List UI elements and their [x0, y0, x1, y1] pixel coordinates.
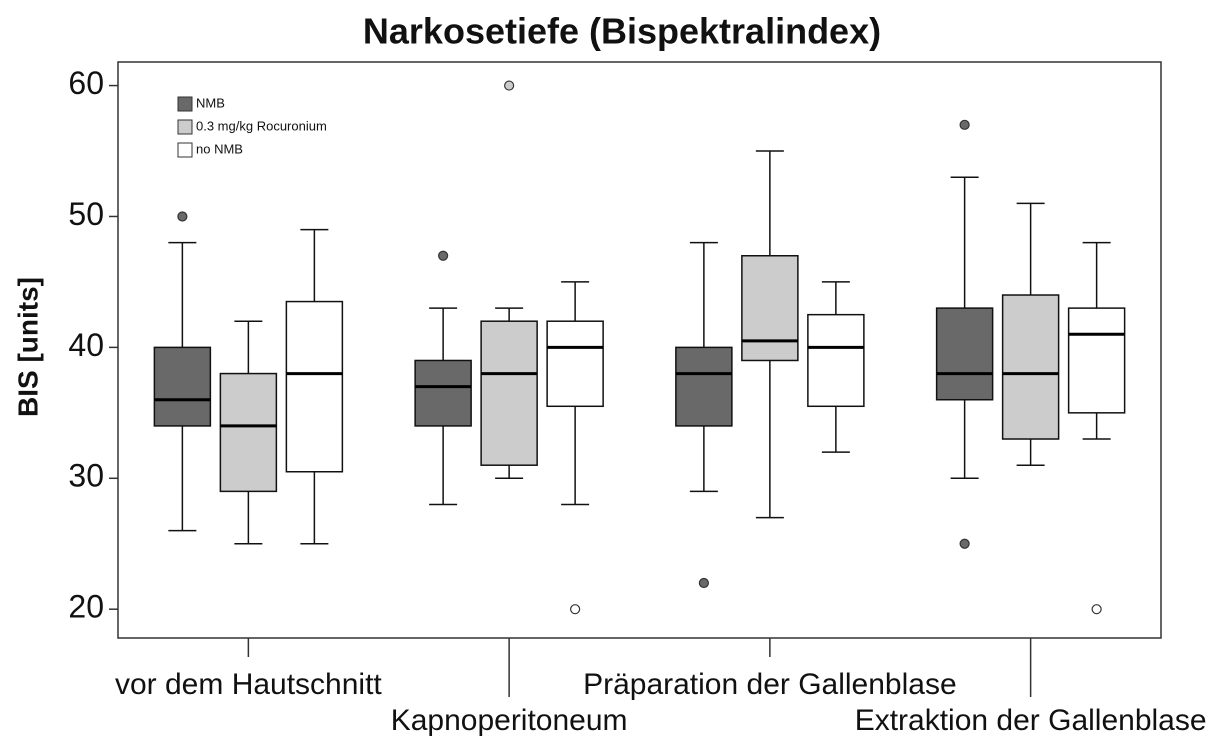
box [807, 313, 865, 408]
outlier [1091, 604, 1102, 615]
legend-label: 0.3 mg/kg Rocuronium [196, 118, 327, 133]
box [675, 346, 733, 427]
outlier [438, 250, 449, 261]
box [1067, 307, 1126, 414]
outlier [959, 538, 970, 549]
legend-label: NMB [196, 95, 225, 110]
outlier [959, 119, 970, 130]
legend-swatch [177, 119, 193, 135]
box [546, 320, 604, 408]
outlier [504, 80, 515, 91]
outlier [698, 577, 709, 589]
outlier [570, 604, 581, 615]
chart-title: Narkosetiefe (Bispektralindex) [363, 11, 881, 52]
y-tick-label: 50 [68, 196, 104, 232]
box [935, 307, 994, 401]
box [414, 359, 472, 427]
x-tick-label: vor dem Hautschnitt [115, 668, 382, 701]
y-tick-label: 20 [68, 589, 104, 625]
legend-swatch [177, 96, 193, 112]
y-tick-label: 30 [68, 458, 104, 494]
legend-swatch [177, 142, 193, 158]
box [219, 372, 278, 493]
box [1001, 294, 1060, 440]
box [741, 254, 799, 362]
legend-label: no NMB [196, 141, 243, 156]
x-tick-label: Extraktion der Gallenblase [855, 704, 1207, 737]
y-tick-label: 40 [68, 327, 104, 363]
x-tick-label: Kapnoperitoneum [391, 704, 628, 737]
plot-frame [117, 61, 1162, 639]
y-axis-label: BIS [units] [12, 277, 43, 417]
outlier [177, 211, 188, 222]
box [285, 300, 344, 473]
y-tick-label: 60 [68, 65, 104, 101]
x-tick-label: Präparation der Gallenblase [583, 668, 957, 701]
box [153, 346, 212, 427]
box [480, 320, 538, 466]
